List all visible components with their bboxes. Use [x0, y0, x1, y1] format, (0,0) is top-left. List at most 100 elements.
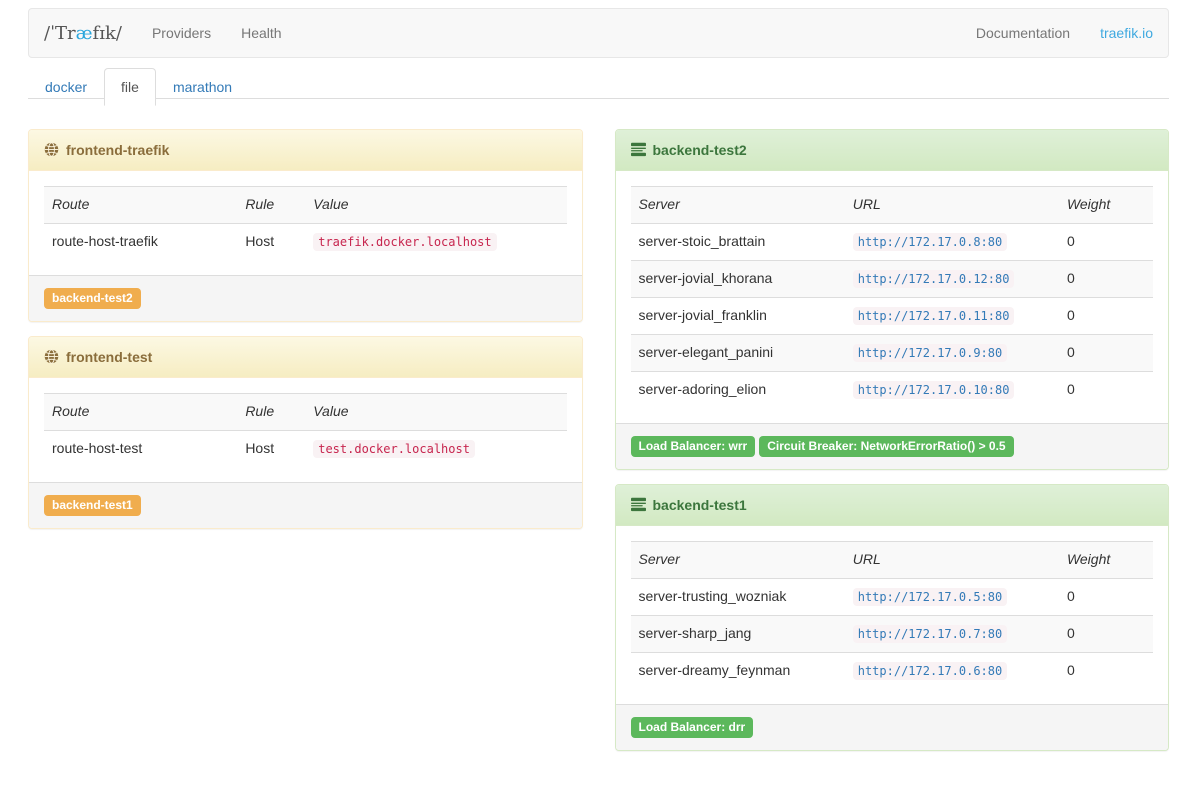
backend-config-label: Circuit Breaker: NetworkErrorRatio() > 0…	[759, 435, 1014, 457]
server-url-link[interactable]: http://172.17.0.9:80	[852, 343, 1008, 362]
server-url-code: http://172.17.0.7:80	[852, 624, 1008, 643]
column-header-server: Server	[630, 186, 845, 224]
server-row: server-jovial_khorana http://172.17.0.12…	[630, 260, 1153, 298]
server-url-link[interactable]: http://172.17.0.8:80	[852, 232, 1008, 251]
server-weight-cell: 0	[1066, 232, 1075, 249]
server-row: server-jovial_franklin http://172.17.0.1…	[630, 297, 1153, 334]
servers-table: Server URL Weight server-trusting_woznia…	[630, 540, 1154, 689]
backend-config-label: Load Balancer: wrr	[630, 435, 756, 457]
column-header-value: Value	[305, 393, 567, 431]
server-name-cell: server-elegant_panini	[638, 343, 774, 360]
server-url-code: http://172.17.0.5:80	[852, 587, 1008, 606]
nav-item-documentation[interactable]: Documentation	[975, 25, 1071, 41]
column-header-server: Server	[630, 541, 845, 579]
brand-text-ae: æ	[75, 22, 93, 44]
tab-file[interactable]: file	[104, 68, 156, 106]
frontend-panel-footer: backend-test2	[29, 274, 582, 321]
backend-panel-footer: Load Balancer: drr	[615, 703, 1168, 750]
globe-icon	[44, 349, 59, 365]
frontend-panel-body: Route Rule Value route-host-test Host te…	[29, 378, 582, 482]
rule-cell: Host	[245, 439, 275, 456]
server-url-code: http://172.17.0.9:80	[852, 343, 1008, 362]
server-weight-cell: 0	[1066, 269, 1075, 286]
panel-title: backend-test2	[652, 141, 747, 158]
server-stack-icon	[630, 143, 646, 157]
routes-table-header-row: Route Rule Value	[44, 393, 567, 431]
frontend-panel-heading: frontend-traefik	[29, 129, 582, 171]
page: /ˈTr æ fɪk/ Providers Health Documentation…	[28, 8, 1169, 765]
server-row: server-elegant_panini http://172.17.0.9:…	[630, 334, 1153, 372]
frontend-panel-heading: frontend-test	[29, 336, 582, 378]
server-name-cell: server-dreamy_feynman	[638, 661, 791, 678]
frontends-column: frontend-traefik Route Rule Value route-…	[28, 128, 583, 543]
server-url-code: http://172.17.0.6:80	[852, 661, 1008, 680]
server-weight-cell: 0	[1066, 380, 1075, 397]
routes-table: Route Rule Value route-host-test Host te…	[44, 392, 567, 467]
backend-panel-heading: backend-test1	[615, 484, 1168, 526]
backend-config-label: Load Balancer: drr	[630, 716, 754, 738]
backend-panel-body: Server URL Weight server-stoic_brattain …	[616, 171, 1169, 423]
server-weight-cell: 0	[1066, 306, 1075, 323]
route-row: route-host-test Host test.docker.localho…	[44, 430, 567, 466]
server-url-link[interactable]: http://172.17.0.11:80	[852, 306, 1015, 325]
column-header-route: Route	[44, 393, 238, 431]
servers-table-header-row: Server URL Weight	[630, 541, 1153, 579]
server-url-link[interactable]: http://172.17.0.12:80	[852, 269, 1015, 288]
server-url-link[interactable]: http://172.17.0.10:80	[852, 380, 1015, 399]
panel-title: backend-test1	[652, 496, 747, 513]
content-row: frontend-traefik Route Rule Value route-…	[28, 128, 1169, 765]
server-row: server-dreamy_feynman http://172.17.0.6:…	[630, 652, 1153, 688]
server-row: server-sharp_jang http://172.17.0.7:80 0	[630, 615, 1153, 653]
backend-panel-heading: backend-test2	[615, 129, 1168, 171]
column-header-route: Route	[44, 186, 238, 224]
server-name-cell: server-sharp_jang	[638, 624, 752, 641]
frontend-panel: frontend-test Route Rule Value route-hos…	[28, 335, 583, 529]
brand-text-post: fɪk/	[92, 22, 122, 44]
server-weight-cell: 0	[1066, 624, 1075, 641]
server-url-link[interactable]: http://172.17.0.5:80	[852, 587, 1008, 606]
server-url-link[interactable]: http://172.17.0.6:80	[852, 661, 1008, 680]
server-url-link[interactable]: http://172.17.0.7:80	[852, 624, 1008, 643]
server-url-code: http://172.17.0.11:80	[852, 306, 1015, 325]
server-stack-icon	[630, 498, 646, 512]
server-name-cell: server-jovial_franklin	[638, 306, 767, 323]
server-name-cell: server-trusting_wozniak	[638, 587, 787, 604]
rule-cell: Host	[245, 232, 275, 249]
navbar: /ˈTr æ fɪk/ Providers Health Documentation…	[28, 8, 1169, 58]
server-row: server-stoic_brattain http://172.17.0.8:…	[631, 223, 1154, 260]
servers-table: Server URL Weight server-stoic_brattain …	[630, 185, 1154, 408]
tab-docker[interactable]: docker	[45, 79, 88, 95]
server-url-code: http://172.17.0.10:80	[852, 380, 1015, 399]
server-url-code: http://172.17.0.12:80	[852, 269, 1015, 288]
column-header-weight: Weight	[1058, 541, 1153, 579]
route-cell: route-host-traefik	[52, 232, 158, 249]
backend-panel: backend-test1 Server URL Weight server-t…	[614, 483, 1169, 751]
backend-link-label[interactable]: backend-test1	[44, 494, 141, 516]
route-row: route-host-traefik Host traefik.docker.l…	[44, 223, 567, 259]
column-header-rule: Rule	[237, 186, 306, 224]
backend-panel: backend-test2 Server URL Weight server-s…	[614, 128, 1169, 470]
server-name-cell: server-stoic_brattain	[638, 232, 766, 249]
backend-link-label[interactable]: backend-test2	[44, 287, 141, 309]
routes-table-header-row: Route Rule Value	[44, 186, 567, 224]
rule-value-code: test.docker.localhost	[313, 439, 475, 458]
servers-table-header-row: Server URL Weight	[630, 186, 1153, 224]
nav-item-providers[interactable]: Providers	[151, 25, 212, 41]
navbar-left-group: Providers Health	[137, 9, 297, 57]
server-url-code: http://172.17.0.8:80	[852, 232, 1008, 251]
backend-panel-footer: Load Balancer: wrr Circuit Breaker: Netwo…	[615, 422, 1168, 469]
traefik-brand-link[interactable]: /ˈTr æ fɪk/	[29, 9, 137, 57]
routes-table: Route Rule Value route-host-traefik Host…	[44, 185, 567, 260]
nav-item-health[interactable]: Health	[241, 25, 282, 41]
tab-marathon[interactable]: marathon	[172, 79, 233, 95]
panel-title: frontend-test	[66, 348, 153, 365]
frontend-panel-footer: backend-test1	[29, 481, 582, 528]
nav-item-traefik-io[interactable]: traefik.io	[1100, 25, 1153, 41]
brand-text-pre: /ˈTr	[44, 22, 76, 44]
column-header-weight: Weight	[1058, 186, 1153, 224]
route-cell: route-host-test	[52, 439, 143, 456]
rule-value-code: traefik.docker.localhost	[313, 232, 497, 251]
server-weight-cell: 0	[1066, 661, 1075, 678]
frontend-panel-body: Route Rule Value route-host-traefik Host…	[29, 171, 582, 275]
server-row: server-trusting_wozniak http://172.17.0.…	[631, 578, 1154, 615]
